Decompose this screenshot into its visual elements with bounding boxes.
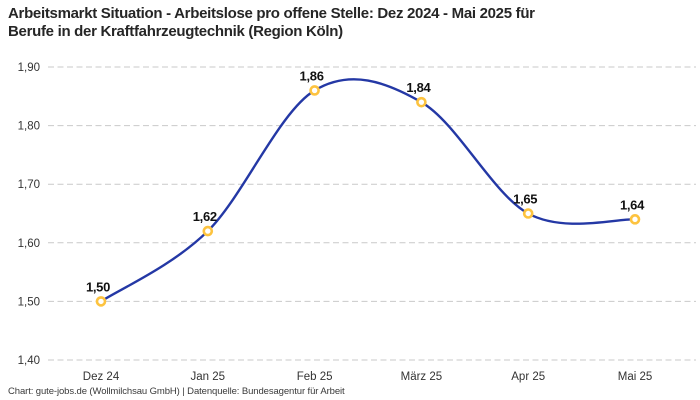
data-point-value-label: 1,65 <box>513 192 537 207</box>
x-axis-tick-label: Feb 25 <box>297 371 333 383</box>
y-axis-tick-label: 1,50 <box>18 296 40 308</box>
x-axis-tick-label: Mai 25 <box>618 371 653 383</box>
x-axis-tick-label: Dez 24 <box>83 371 120 383</box>
y-axis-tick-label: 1,60 <box>18 238 40 250</box>
data-point-marker <box>522 208 534 219</box>
data-point-marker <box>629 214 641 225</box>
x-axis-tick-label: März 25 <box>401 371 443 383</box>
data-point-marker <box>416 96 427 108</box>
chart-credit: Chart: gute-jobs.de (Wollmilchsau GmbH) … <box>8 386 345 397</box>
chart-title-line2: Berufe in der Kraftfahrzeugtechnik (Regi… <box>8 23 343 40</box>
chart-title: Arbeitsmarkt Situation - Arbeitslose pro… <box>8 5 535 41</box>
y-axis-tick-label: 1,80 <box>18 121 40 133</box>
data-point-marker <box>309 85 320 96</box>
data-point-value-label: 1,86 <box>300 68 324 83</box>
x-axis-tick-label: Jan 25 <box>191 371 226 383</box>
series-line <box>99 78 637 303</box>
data-point-marker <box>95 296 107 307</box>
data-point-value-label: 1,64 <box>620 197 645 212</box>
y-axis-tick-label: 1,90 <box>18 62 40 74</box>
chart-title-line1: Arbeitsmarkt Situation - Arbeitslose pro… <box>8 5 535 22</box>
data-point-value-label: 1,62 <box>193 209 217 224</box>
x-axis-tick-label: Apr 25 <box>511 371 545 383</box>
data-point-value-label: 1,84 <box>406 80 431 95</box>
data-point-marker <box>202 225 214 237</box>
y-axis-tick-label: 1,70 <box>18 179 40 191</box>
data-point-value-label: 1,50 <box>86 279 110 294</box>
y-axis-tick-label: 1,40 <box>18 355 40 367</box>
